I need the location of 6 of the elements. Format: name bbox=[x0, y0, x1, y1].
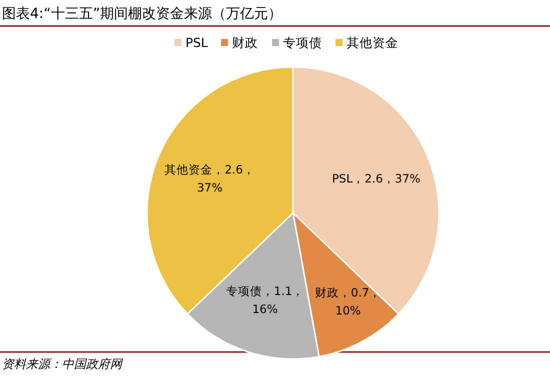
legend-label: 财政 bbox=[232, 35, 258, 50]
annotation: 资料来源：中国政府网 bbox=[2, 357, 122, 371]
title: 图表4:“十三五”期间棚改资金来源（万亿元） bbox=[2, 6, 282, 22]
legend-label: 专项债 bbox=[283, 35, 322, 50]
legend-label: PSL bbox=[185, 35, 208, 50]
legend-label: 其他资金 bbox=[346, 35, 399, 50]
